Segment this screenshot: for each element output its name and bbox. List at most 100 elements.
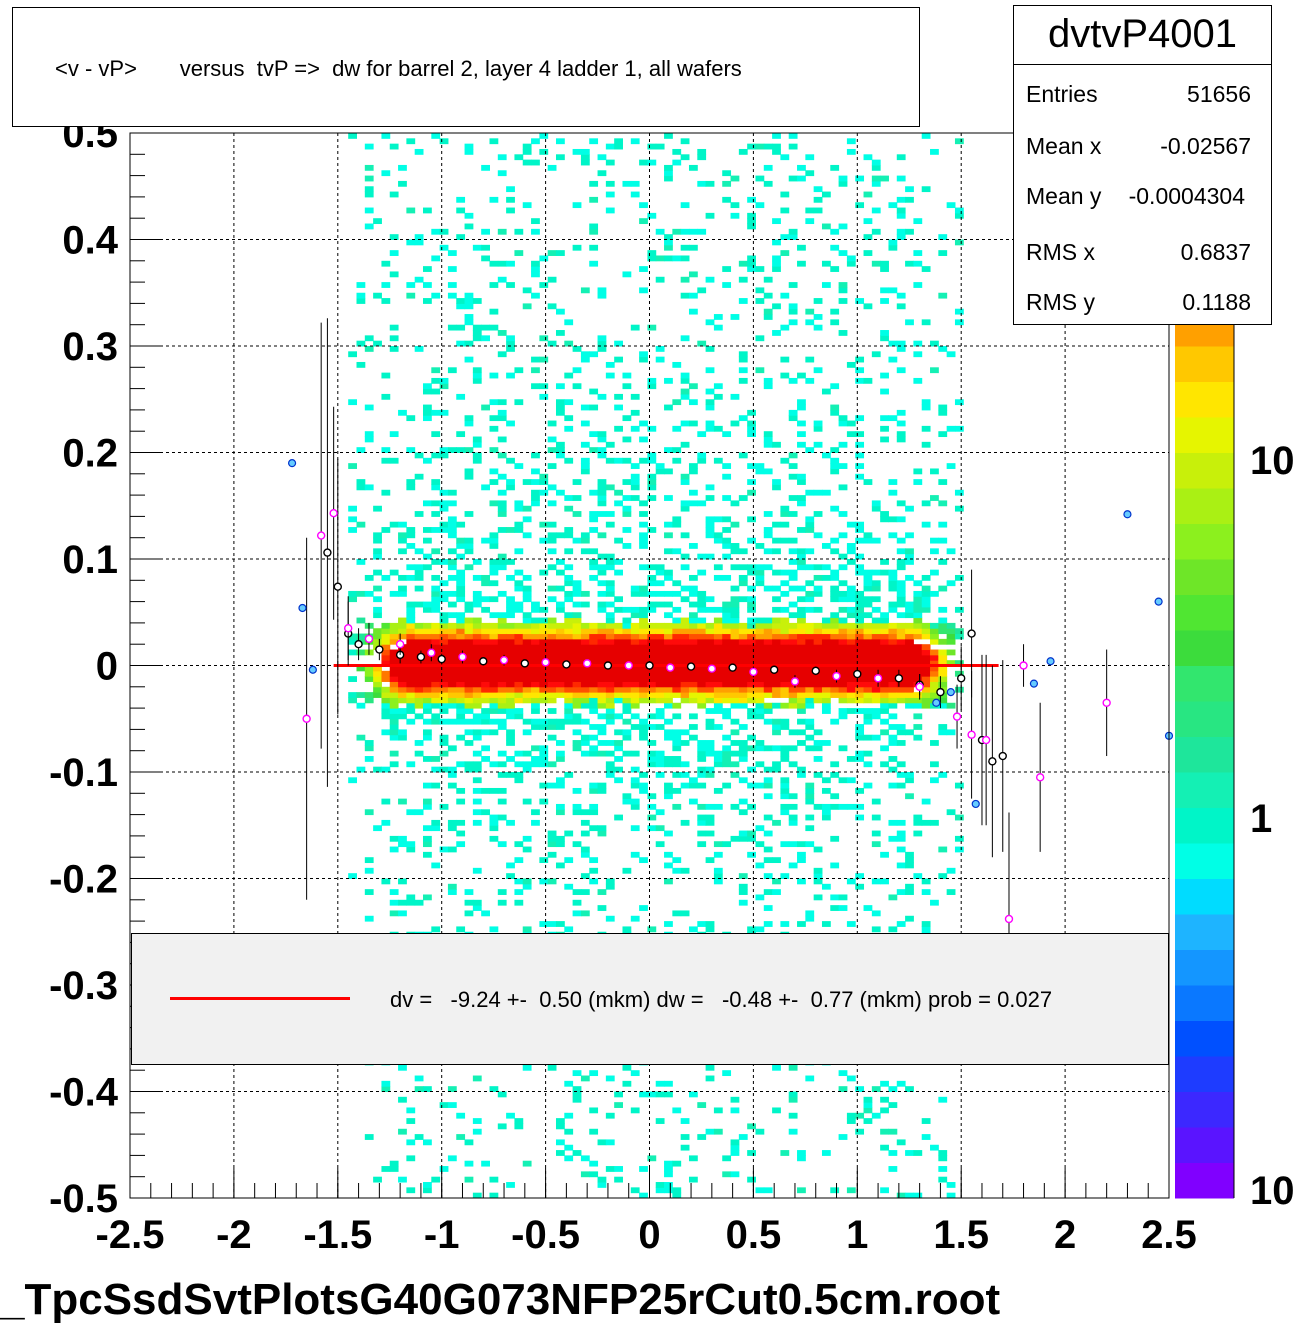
heat-cell xyxy=(954,633,964,640)
heat-cell xyxy=(605,559,615,565)
heat-cell xyxy=(846,1187,856,1194)
heat-cell xyxy=(514,777,524,784)
heat-cell xyxy=(821,260,831,267)
heat-cell xyxy=(605,676,615,682)
heat-cell xyxy=(730,622,740,629)
heat-cell xyxy=(797,851,806,858)
heat-cell xyxy=(398,708,407,714)
heat-cell xyxy=(921,878,931,885)
heat-cell xyxy=(880,388,889,395)
heat-cell xyxy=(406,846,416,853)
heat-cell xyxy=(439,559,449,565)
heat-cell xyxy=(464,702,474,709)
heat-cell xyxy=(564,697,574,704)
heat-cell xyxy=(389,681,399,688)
heat-cell xyxy=(506,670,515,677)
heat-cell xyxy=(555,1123,565,1130)
heat-cell xyxy=(697,803,707,810)
heat-cell xyxy=(597,569,607,576)
heat-cell xyxy=(564,644,574,651)
profile-point-black xyxy=(375,645,384,654)
heat-cell xyxy=(622,670,632,677)
heat-cell xyxy=(730,1144,740,1151)
heat-cell xyxy=(464,148,474,155)
heat-cell xyxy=(664,718,673,725)
heat-cell xyxy=(655,654,665,661)
heat-cell xyxy=(555,489,565,496)
heat-cell xyxy=(713,622,723,629)
heat-cell xyxy=(630,628,640,635)
heat-cell xyxy=(605,681,615,688)
heat-cell xyxy=(722,601,732,608)
heat-cell xyxy=(913,670,923,677)
heat-cell xyxy=(838,803,848,810)
heat-cell xyxy=(672,590,682,597)
heat-cell xyxy=(497,527,507,533)
heat-cell xyxy=(863,1107,873,1114)
heat-cell xyxy=(630,180,640,187)
heat-cell xyxy=(406,612,416,619)
heat-cell xyxy=(788,409,798,416)
heat-cell xyxy=(639,287,648,294)
heat-cell xyxy=(871,926,881,933)
heat-cell xyxy=(664,670,673,677)
heat-cell xyxy=(713,670,723,677)
heat-cell xyxy=(622,617,632,624)
heat-cell xyxy=(913,377,923,384)
heat-cell xyxy=(497,415,507,422)
heat-cell xyxy=(422,686,432,693)
heat-cell xyxy=(389,713,399,720)
heat-cell xyxy=(439,670,449,677)
heat-cell xyxy=(506,873,515,879)
heat-cell xyxy=(564,638,574,645)
heat-cell xyxy=(896,409,906,416)
heat-cell xyxy=(414,713,424,720)
heat-cell xyxy=(855,590,865,597)
heat-cell xyxy=(805,638,815,645)
heat-cell xyxy=(913,697,923,704)
heat-cell xyxy=(406,1187,416,1194)
heat-cell xyxy=(597,787,607,794)
heat-cell xyxy=(763,857,773,864)
heat-cell xyxy=(896,670,906,677)
heat-cell xyxy=(555,809,565,816)
heat-cell xyxy=(564,1080,574,1087)
heat-cell xyxy=(456,665,466,672)
heat-cell xyxy=(730,649,740,656)
heat-cell xyxy=(871,585,881,592)
heat-cell xyxy=(539,638,549,645)
heat-cell xyxy=(871,228,881,235)
heat-cell xyxy=(522,585,532,592)
heat-cell xyxy=(705,633,715,640)
heat-cell xyxy=(788,697,798,704)
heat-cell xyxy=(730,617,740,624)
heat-cell xyxy=(846,670,856,677)
profile-point-black xyxy=(853,669,862,679)
heat-cell xyxy=(547,521,557,528)
heat-cell xyxy=(855,638,865,645)
heat-cell xyxy=(572,644,582,651)
heat-cell xyxy=(489,596,499,603)
heat-cell xyxy=(381,702,391,709)
heat-cell xyxy=(913,622,923,629)
heat-cell xyxy=(921,889,931,895)
heat-cell xyxy=(855,873,865,879)
heat-cell xyxy=(772,692,781,698)
heat-cell xyxy=(589,196,599,203)
heat-cell xyxy=(705,596,715,603)
heat-cell xyxy=(921,654,931,661)
heat-cell xyxy=(580,628,590,635)
heat-cell xyxy=(389,761,399,768)
heat-cell xyxy=(855,814,865,821)
heat-cell xyxy=(705,404,715,411)
heat-cell xyxy=(389,670,399,677)
heat-cell xyxy=(605,143,615,150)
heat-cell xyxy=(871,649,881,656)
heat-cell xyxy=(788,692,798,698)
x-tick-label: -1.5 xyxy=(303,1213,372,1257)
heat-cell xyxy=(555,250,565,256)
heat-cell xyxy=(938,606,948,613)
heat-cell xyxy=(522,676,532,682)
heat-cell xyxy=(406,601,416,608)
heat-cell xyxy=(497,692,507,698)
